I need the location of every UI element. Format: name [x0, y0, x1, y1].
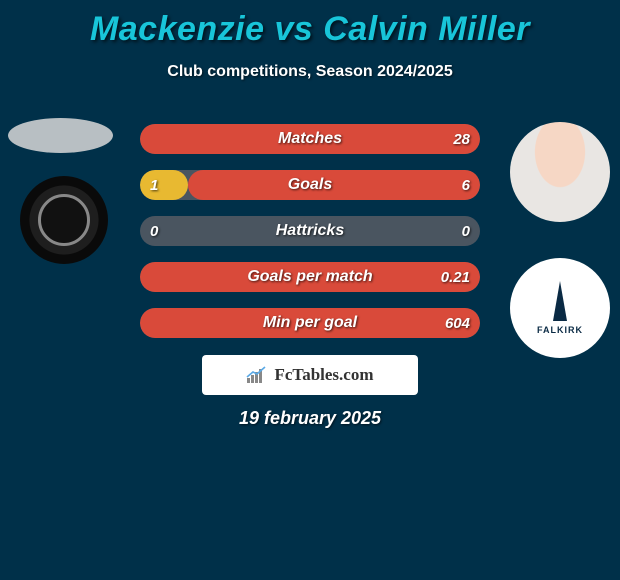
- chart-icon: [246, 366, 268, 384]
- bar-value-right: 0: [462, 216, 470, 246]
- bar-left-fill: [140, 170, 188, 200]
- steeple-icon: [553, 281, 567, 321]
- bar-value-right: 604: [445, 308, 470, 338]
- bar-value-right: 6: [462, 170, 470, 200]
- bar-right-fill: [140, 308, 480, 338]
- stat-bar: 0 0Hattricks: [140, 216, 480, 246]
- infographic: Mackenzie vs Calvin Miller Club competit…: [0, 0, 620, 580]
- stat-bars: 28Matches16Goals00Hattricks0.21Goals per…: [140, 124, 480, 354]
- bar-value-right: 28: [453, 124, 470, 154]
- brand-text: FcTables.com: [274, 365, 373, 385]
- bar-right-fill: [140, 124, 480, 154]
- date-label: 19 february 2025: [0, 408, 620, 429]
- bar-value-right: 0.21: [441, 262, 470, 292]
- crest-right-label: FALKIRK: [537, 325, 583, 335]
- bar-label: Hattricks: [140, 216, 480, 246]
- stat-bar: 16Goals: [140, 170, 480, 200]
- stat-bar: 28Matches: [140, 124, 480, 154]
- page-title: Mackenzie vs Calvin Miller: [0, 0, 620, 49]
- bar-value-left: 0: [150, 216, 158, 246]
- player-left-photo: [8, 118, 113, 153]
- crest-right: FALKIRK: [510, 258, 610, 358]
- thistle-icon: [38, 194, 90, 246]
- stat-bar: 0.21Goals per match: [140, 262, 480, 292]
- crest-right-inner: FALKIRK: [537, 281, 583, 335]
- stat-bar: 604Min per goal: [140, 308, 480, 338]
- bar-right-fill: [140, 262, 480, 292]
- bar-right-fill: [188, 170, 480, 200]
- bar-value-left: 1: [150, 170, 158, 200]
- brand-badge: FcTables.com: [202, 355, 418, 395]
- crest-left: [20, 176, 108, 264]
- page-subtitle: Club competitions, Season 2024/2025: [0, 63, 620, 81]
- player-right-photo: [510, 122, 610, 222]
